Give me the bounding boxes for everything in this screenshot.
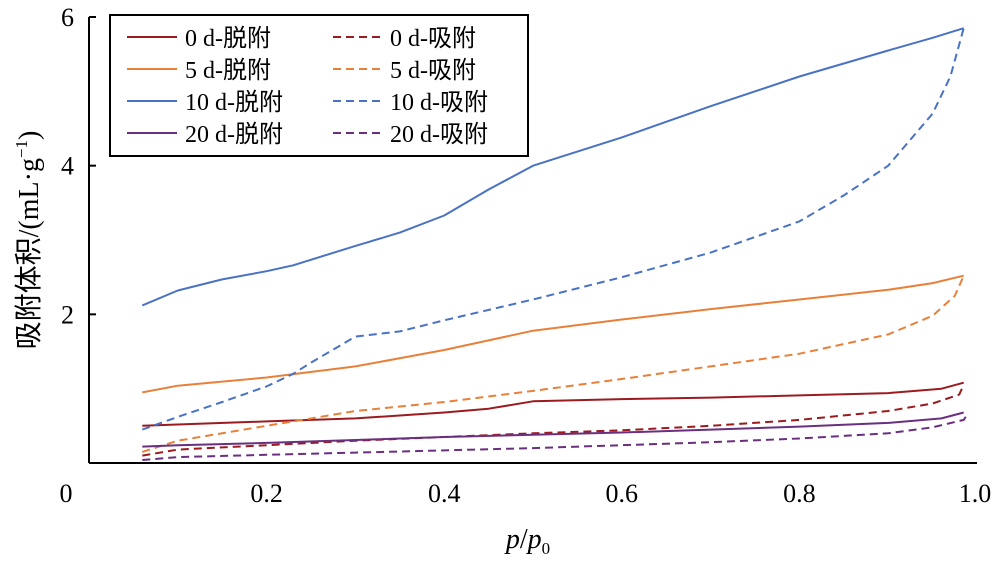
legend-label: 0 d-吸附 bbox=[390, 25, 476, 52]
legend-label: 5 d-吸附 bbox=[390, 57, 476, 84]
x-tick-label: 0.8 bbox=[783, 479, 816, 508]
axes bbox=[88, 17, 977, 464]
legend-label: 10 d-吸附 bbox=[390, 89, 488, 116]
x-ticks: 0 0.2 0.4 0.6 0.8 1.0 bbox=[60, 479, 992, 508]
x-axis-title: p/p0 bbox=[504, 524, 550, 558]
y-axis-title: 吸附体积/(mL·g−1) bbox=[12, 131, 45, 350]
series-line bbox=[141, 27, 965, 431]
x-tick-label: 0 bbox=[60, 479, 73, 508]
series-line bbox=[142, 384, 965, 457]
legend-label: 20 d-脱附 bbox=[185, 121, 283, 148]
x-tick-label: 0.2 bbox=[250, 479, 283, 508]
legend-label: 10 d-脱附 bbox=[185, 89, 283, 116]
series-layer bbox=[141, 27, 969, 461]
series-line bbox=[142, 412, 969, 461]
series-line bbox=[141, 275, 965, 453]
x-tick-label: 0.4 bbox=[428, 479, 461, 508]
x-tick-label: 1.0 bbox=[959, 479, 992, 508]
series-line bbox=[142, 411, 964, 448]
legend-label: 20 d-吸附 bbox=[390, 121, 488, 148]
legend: 0 d-脱附 0 d-吸附 5 d-脱附 5 d-吸附 10 d-脱附 10 d-吸附 20… bbox=[109, 14, 529, 157]
x-tick-label: 0.6 bbox=[606, 479, 639, 508]
series-line bbox=[142, 381, 964, 427]
series-line bbox=[141, 27, 964, 307]
y-tick-label: 4 bbox=[61, 152, 74, 181]
legend-label: 5 d-脱附 bbox=[185, 57, 271, 84]
y-tick-label: 6 bbox=[61, 3, 74, 32]
legend-box bbox=[109, 14, 529, 157]
legend-label: 0 d-脱附 bbox=[185, 25, 271, 52]
y-tick-label: 2 bbox=[61, 300, 74, 329]
series-line bbox=[142, 274, 964, 394]
y-ticks: 2 4 6 bbox=[61, 3, 96, 329]
